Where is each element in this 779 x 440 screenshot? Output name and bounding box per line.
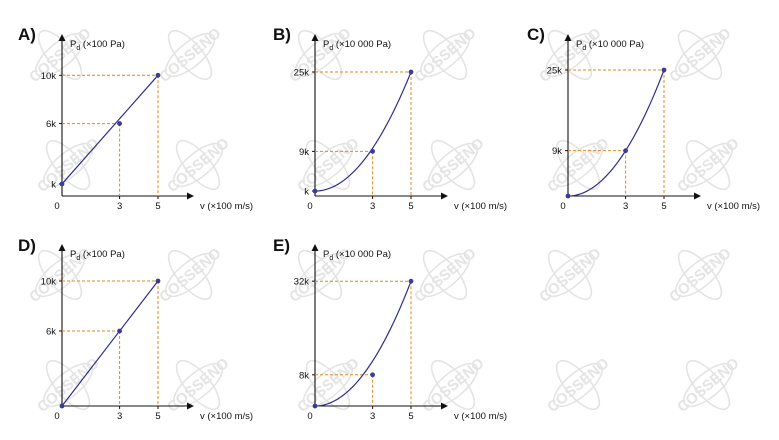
- data-point: [59, 181, 65, 187]
- y-tick-label: 32k: [294, 277, 310, 288]
- x-tick-label: 5: [155, 201, 160, 212]
- y-axis-label-sub: d: [329, 45, 333, 52]
- data-curve: [567, 69, 665, 197]
- y-axis-label: Pd (×10 000 Pa): [323, 249, 391, 262]
- y-tick-label: 8k: [299, 370, 309, 381]
- y-tick-label: 25k: [294, 68, 310, 79]
- y-tick-label: 9k: [552, 146, 562, 157]
- y-axis-arrow: [311, 244, 319, 251]
- y-tick-label: 25k: [547, 66, 563, 77]
- y-axis-label-unit: (×100 Pa): [80, 39, 125, 50]
- data-point: [59, 403, 65, 409]
- y-axis-arrow: [311, 34, 319, 41]
- data-curve: [61, 74, 159, 185]
- y-axis-label-sub: d: [329, 255, 333, 262]
- option-letter: A): [18, 25, 36, 44]
- y-tick-label: 6k: [46, 119, 56, 130]
- x-axis-arrow: [441, 192, 448, 200]
- y-axis-label: Pd (×10 000 Pa): [323, 39, 391, 52]
- data-point: [312, 188, 318, 194]
- x-axis-arrow: [187, 402, 194, 410]
- data-point: [408, 69, 414, 75]
- y-tick-label: 10k: [41, 277, 57, 288]
- data-curve: [314, 71, 412, 192]
- data-point: [155, 278, 161, 284]
- x-axis-label: v (×100 m/s): [454, 411, 507, 422]
- x-axis-label: v (×100 m/s): [200, 201, 253, 212]
- data-point: [623, 148, 628, 154]
- x-tick-label: 3: [623, 201, 628, 212]
- data-point: [565, 193, 571, 199]
- y-tick-label: 9k: [299, 147, 309, 158]
- x-axis-label: v (×100 m/s): [200, 411, 253, 422]
- x-tick-label: 5: [155, 411, 160, 422]
- x-axis-label: v (×100 m/s): [454, 201, 507, 212]
- y-axis-label-main: P: [323, 39, 329, 50]
- x-tick-label: 0: [54, 201, 59, 212]
- y-axis-arrow: [58, 34, 66, 41]
- y-axis-label: Pd (×100 Pa): [70, 249, 125, 262]
- x-tick-label: 5: [408, 411, 413, 422]
- x-tick-label: 3: [370, 201, 375, 212]
- y-axis-label-unit: (×100 Pa): [80, 249, 125, 260]
- data-point: [408, 278, 414, 284]
- y-tick-label: 10k: [41, 71, 57, 82]
- x-axis-arrow: [187, 192, 194, 200]
- x-tick-label: 0: [54, 411, 59, 422]
- y-axis-label-main: P: [70, 249, 76, 260]
- x-tick-label: 0: [560, 201, 565, 212]
- y-axis-label-unit: (×10 000 Pa): [586, 39, 644, 50]
- data-point: [661, 67, 667, 73]
- option-letter: D): [18, 236, 36, 255]
- data-point: [155, 72, 161, 78]
- x-tick-label: 3: [117, 411, 122, 422]
- data-curve: [61, 280, 159, 407]
- y-axis-arrow: [564, 34, 572, 41]
- x-axis-arrow: [694, 192, 701, 200]
- option-letter: E): [273, 236, 290, 255]
- data-point: [312, 403, 318, 409]
- x-axis-arrow: [441, 402, 448, 410]
- data-point: [117, 121, 122, 126]
- data-point: [117, 328, 122, 334]
- y-axis-label-main: P: [323, 249, 329, 260]
- y-axis-label: Pd (×100 Pa): [70, 39, 125, 52]
- y-axis-label-main: P: [70, 39, 76, 50]
- x-tick-label: 3: [370, 411, 375, 422]
- x-tick-label: 0: [307, 411, 312, 422]
- data-curve: [314, 280, 412, 407]
- data-point: [370, 372, 375, 378]
- y-axis-label-sub: d: [76, 255, 80, 262]
- y-axis-label-unit: (×10 000 Pa): [333, 39, 391, 50]
- x-axis-label: v (×100 m/s): [707, 201, 760, 212]
- x-tick-label: 3: [117, 201, 122, 212]
- y-tick-label: 6k: [46, 327, 56, 338]
- x-tick-label: 5: [408, 201, 413, 212]
- x-tick-label: 5: [661, 201, 666, 212]
- y-axis-label-sub: d: [76, 45, 80, 52]
- y-axis-arrow: [58, 244, 66, 251]
- option-letter: C): [527, 25, 545, 44]
- y-axis-label-main: P: [576, 39, 582, 50]
- y-axis-label: Pd (×10 000 Pa): [576, 39, 644, 52]
- x-tick-label: 0: [307, 201, 312, 212]
- option-letter: B): [273, 25, 291, 44]
- y-tick-label: k: [304, 187, 309, 198]
- y-axis-label-unit: (×10 000 Pa): [333, 249, 391, 260]
- data-point: [370, 148, 375, 154]
- y-axis-label-sub: d: [582, 45, 586, 52]
- y-tick-label: k: [51, 179, 56, 190]
